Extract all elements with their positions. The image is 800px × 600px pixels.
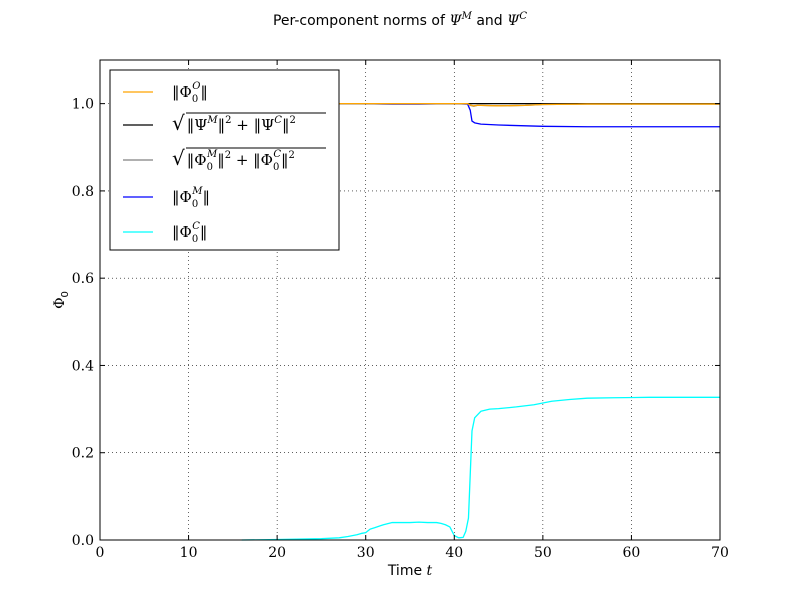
y-tick-label: 0.4	[72, 358, 94, 374]
x-tick-label: 40	[445, 545, 463, 561]
y-axis-title-sym: Φ	[52, 297, 68, 308]
chart-title-psi-m: Ψ	[449, 13, 462, 29]
chart-title: Per-component norms of ΨM and ΨC	[273, 11, 527, 29]
chart-title-sup-c: C	[519, 11, 527, 22]
x-tick-label: 50	[534, 545, 552, 561]
plot-frame	[99, 59, 721, 541]
x-axis-title-var: t	[427, 563, 433, 579]
x-tick-label: 70	[711, 545, 729, 561]
chart-title-middle: and	[472, 13, 507, 29]
x-tick-label: 10	[180, 545, 198, 561]
y-tick-label: 0.2	[72, 446, 94, 462]
y-axis-title: Φ0	[52, 291, 71, 309]
x-tick-label: 60	[623, 545, 641, 561]
series-line-4	[241, 396, 720, 541]
legend-label-phi0-m: ‖Φ0M‖	[172, 186, 210, 210]
x-tick-label: 20	[268, 545, 286, 561]
legend-label-phi0-c: ‖Φ0C‖	[172, 221, 207, 245]
x-axis-title: Time t	[387, 563, 433, 579]
legend-label-sqrt-phi: √ ‖Φ0M‖2 + ‖Φ0C‖2	[172, 146, 295, 173]
y-tick-label: 0.0	[72, 533, 94, 549]
y-tick-label: 0.8	[72, 184, 94, 200]
x-tick-label: 30	[357, 545, 375, 561]
y-axis-title-sub: 0	[60, 291, 71, 297]
y-tick-label: 0.6	[72, 271, 94, 287]
chart-title-psi-c: Ψ	[507, 13, 520, 29]
series-line-0	[188, 102, 720, 107]
y-tick-label: 1.0	[72, 97, 94, 113]
legend: ‖Φ0O‖ √ ‖ΨM‖2 + ‖ΨC‖2 √ ‖Φ0M‖2 + ‖Φ0C‖2 ‖Φ…	[109, 69, 340, 251]
axis-ticks: 0 10 20 30 40 50 60 70 0.0 0.2 0.4 0.6 0.8 1.0	[72, 60, 729, 561]
chart-title-sup-m: M	[461, 11, 473, 22]
legend-label-phi0-o: ‖Φ0O‖	[172, 81, 208, 105]
legend-label-sqrt-psi: √ ‖ΨM‖2 + ‖ΨC‖2	[172, 111, 296, 135]
x-tick-label: 0	[96, 545, 105, 561]
x-axis-title-text: Time	[387, 563, 427, 579]
chart-title-prefix: Per-component norms of	[273, 13, 449, 29]
